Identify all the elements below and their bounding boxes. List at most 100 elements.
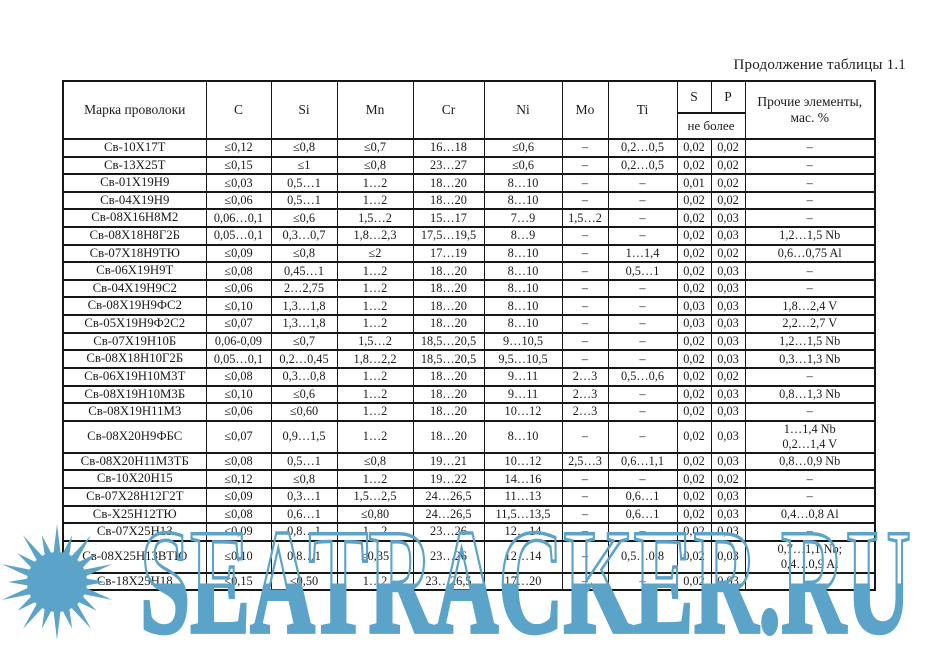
header-si: Si: [270, 80, 338, 140]
table-row: Св-06Х19Н10М3Т ≤0,08 0,3…0,8 1…2 18…20 9…11 2……: [62, 366, 876, 387]
cell-si: 0,6…1: [270, 504, 338, 525]
cell-ni: 8…10: [483, 314, 563, 334]
cell-c: ≤0,08: [205, 366, 272, 387]
cell-c: 0,06-0,09: [205, 331, 272, 352]
cell-ti: 0,2…0,5: [607, 138, 678, 158]
cell-marka: Св-06Х19Н10М3Т: [62, 366, 207, 387]
header-other-elements: Прочие элементы, мас. %: [744, 80, 876, 140]
cell-mn: 1,8…2,2: [336, 349, 414, 369]
cell-s: 0,01: [676, 173, 712, 193]
header-ne-bolee: не более: [676, 112, 746, 140]
cell-mo: –: [561, 469, 609, 489]
cell-s: 0,02: [676, 451, 712, 472]
table-row: Св-07Х19Н10Б 0,06-0,09 ≤0,7 1,5…2 18,5…20,5 9…: [62, 331, 876, 352]
cell-marka: Св-10Х17Т: [62, 138, 207, 158]
cell-mn: 1…2: [336, 469, 414, 489]
cell-mo: –: [561, 571, 609, 592]
cell-mn: 1…2: [336, 296, 414, 317]
cell-other: 0,7…1,1 Nb; 0,4…0,9 Al: [744, 539, 876, 574]
cell-ni: ≤0,6: [483, 155, 563, 176]
cell-ti: 0,6…1: [607, 504, 678, 525]
cell-ti: –: [607, 349, 678, 369]
cell-p: 0,03: [710, 451, 746, 472]
cell-other: 1,8…2,4 V: [744, 296, 876, 317]
header-cr: Cr: [412, 80, 485, 140]
cell-p: 0,03: [710, 419, 746, 454]
cell-other: 1…1,4 Nb 0,2…1,4 V: [744, 419, 876, 454]
cell-cr: 17…19: [412, 243, 485, 264]
cell-cr: 18…20: [412, 190, 485, 211]
cell-p: 0,02: [710, 366, 746, 387]
cell-p: 0,02: [710, 155, 746, 176]
cell-s: 0,02: [676, 366, 712, 387]
table-row: Св-08Х18Н10Г2Б 0,05…0,1 0,2…0,45 1,8…2,2 18,…: [62, 349, 876, 369]
cell-ti: –: [607, 226, 678, 246]
cell-cr: 16…18: [412, 138, 485, 158]
cell-other: –: [744, 522, 876, 542]
cell-s: 0,02: [676, 349, 712, 369]
header-marka: Марка проволоки: [62, 80, 207, 140]
cell-si: 1,3…1,8: [270, 314, 338, 334]
cell-ti: –: [607, 419, 678, 454]
cell-ni: 8…10: [483, 296, 563, 317]
cell-marka: Св-04Х19Н9: [62, 190, 207, 211]
cell-s: 0,02: [676, 261, 712, 281]
cell-other: 1,2…1,5 Nb: [744, 331, 876, 352]
cell-other: –: [744, 486, 876, 507]
cell-cr: 23…26,5: [412, 571, 485, 592]
cell-p: 0,03: [710, 522, 746, 542]
cell-mo: –: [561, 349, 609, 369]
cell-c: ≤0,12: [205, 469, 272, 489]
cell-cr: 18…20: [412, 402, 485, 422]
cell-s: 0,02: [676, 190, 712, 211]
cell-cr: 24…26,5: [412, 504, 485, 525]
cell-c: ≤0,10: [205, 296, 272, 317]
cell-ti: –: [607, 331, 678, 352]
cell-mn: 1…2: [336, 402, 414, 422]
cell-ti: 0,6…1: [607, 486, 678, 507]
cell-cr: 18…20: [412, 366, 485, 387]
cell-mn: 1,5…2: [336, 208, 414, 229]
cell-mn: 1…2: [336, 261, 414, 281]
cell-si: ≤1: [270, 155, 338, 176]
cell-si: ≤0,8: [270, 469, 338, 489]
cell-c: ≤0,07: [205, 419, 272, 454]
cell-ni: 12…14: [483, 539, 563, 574]
cell-p: 0,02: [710, 190, 746, 211]
header-p: P: [710, 80, 746, 114]
cell-ni: 8…10: [483, 173, 563, 193]
cell-ni: 9…11: [483, 366, 563, 387]
cell-marka: Св-07Х25Н13: [62, 522, 207, 542]
cell-marka: Св-06Х19Н9Т: [62, 261, 207, 281]
cell-mo: –: [561, 226, 609, 246]
cell-other: 2,2…2,7 V: [744, 314, 876, 334]
cell-s: 0,02: [676, 504, 712, 525]
cell-si: 0,8…1: [270, 539, 338, 574]
cell-other: 0,4…0,8 Al: [744, 504, 876, 525]
cell-marka: Св-08Х25Н13ВТЮ: [62, 539, 207, 574]
cell-ni: 14…16: [483, 469, 563, 489]
cell-c: ≤0,12: [205, 138, 272, 158]
cell-c: ≤0,08: [205, 261, 272, 281]
cell-mn: 1…2: [336, 190, 414, 211]
cell-other: –: [744, 208, 876, 229]
cell-s: 0,02: [676, 419, 712, 454]
cell-other: –: [744, 366, 876, 387]
cell-si: 0,2…0,45: [270, 349, 338, 369]
cell-ni: 11,5…13,5: [483, 504, 563, 525]
table-row: Св-10Х17Т ≤0,12 ≤0,8 ≤0,7 16…18 ≤0,6–0,2…0,5 0…: [62, 138, 876, 158]
cell-other: 1,2…1,5 Nb: [744, 226, 876, 246]
cell-c: ≤0,15: [205, 155, 272, 176]
cell-s: 0,02: [676, 486, 712, 507]
cell-c: ≤0,06: [205, 278, 272, 299]
cell-p: 0,03: [710, 278, 746, 299]
cell-mn: ≤0,80: [336, 504, 414, 525]
cell-ni: 9…11: [483, 384, 563, 405]
cell-si: 0,3…1: [270, 486, 338, 507]
cell-p: 0,03: [710, 331, 746, 352]
header-c: C: [205, 80, 272, 140]
cell-cr: 18,5…20,5: [412, 331, 485, 352]
cell-mn: 1…2: [336, 173, 414, 193]
cell-p: 0,02: [710, 243, 746, 264]
